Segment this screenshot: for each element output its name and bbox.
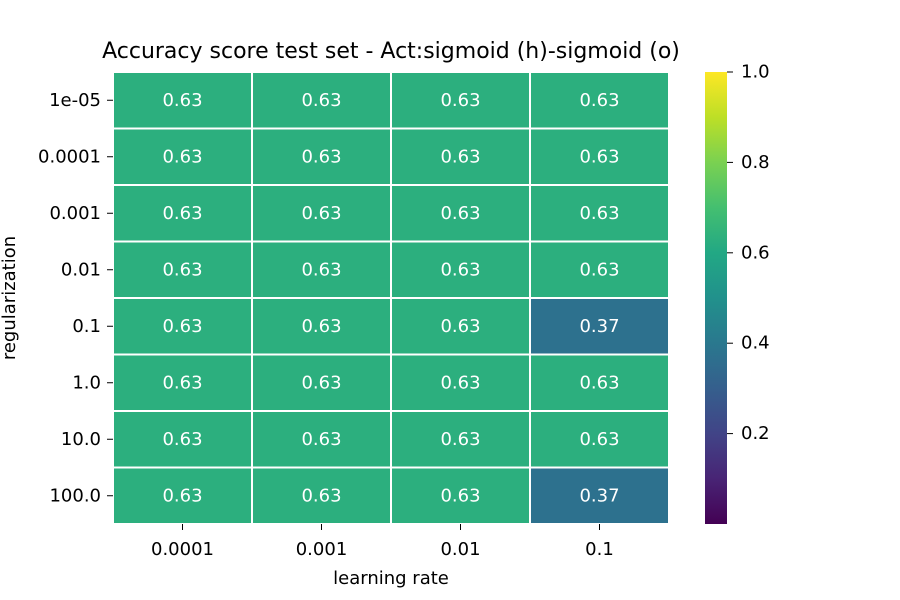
- heatmap-cell: [529, 410, 670, 469]
- cell-value-label: 0.63: [440, 203, 480, 224]
- cell-value-label: 0.63: [301, 485, 341, 506]
- cell-value-label: 0.63: [579, 372, 619, 393]
- cell-value-label: 0.63: [162, 372, 202, 393]
- colorbar-tick-label: 1.0: [741, 62, 770, 83]
- cell-value-label: 0.63: [579, 146, 619, 167]
- heatmap-cell: [112, 353, 253, 412]
- cell-value-label: 0.63: [162, 90, 202, 111]
- cell-value-label: 0.37: [579, 316, 619, 337]
- chart-title: Accuracy score test set - Act:sigmoid (h…: [102, 39, 680, 64]
- y-tick-label: 10.0: [61, 429, 101, 450]
- cell-value-label: 0.63: [162, 316, 202, 337]
- heatmap-cell: [529, 353, 670, 412]
- cell-value-label: 0.63: [579, 259, 619, 280]
- cell-value-label: 0.63: [162, 429, 202, 450]
- colorbar-tick-label: 0.6: [741, 242, 770, 263]
- y-tick-label: 0.001: [49, 203, 101, 224]
- cell-value-label: 0.63: [440, 90, 480, 111]
- colorbar: 0.2 0.4 0.6 0.8 1.0: [705, 62, 770, 524]
- cell-value-label: 0.37: [579, 485, 619, 506]
- cell-value-label: 0.63: [162, 259, 202, 280]
- colorbar-tick-label: 0.8: [741, 152, 770, 173]
- heatmap-cell: [251, 353, 392, 412]
- heatmap-cell: [390, 410, 531, 469]
- x-axis-label: learning rate: [333, 568, 449, 589]
- heatmap-cell: [251, 240, 392, 299]
- y-axis-label: regularization: [0, 236, 20, 360]
- heatmap-cell: [529, 297, 670, 356]
- colorbar-tick-label: 0.4: [741, 333, 770, 354]
- y-tick-label: 0.0001: [38, 146, 101, 167]
- heatmap-cells: 0.63 0.63 0.63 0.63 0.63 0.63 0.63 0.63 0.63 0.63…: [112, 71, 670, 525]
- heatmap-cell: [251, 71, 392, 130]
- cell-value-label: 0.63: [301, 203, 341, 224]
- cell-value-label: 0.63: [440, 372, 480, 393]
- heatmap-cell: [251, 297, 392, 356]
- cell-value-label: 0.63: [301, 429, 341, 450]
- cell-value-label: 0.63: [440, 146, 480, 167]
- cell-value-label: 0.63: [440, 259, 480, 280]
- colorbar-ticks: 0.2 0.4 0.6 0.8 1.0: [727, 62, 770, 444]
- cell-value-label: 0.63: [440, 316, 480, 337]
- cell-value-label: 0.63: [301, 372, 341, 393]
- heatmap-cell: [529, 71, 670, 130]
- heatmap-cell: [390, 353, 531, 412]
- y-tick-label: 0.1: [72, 316, 101, 337]
- x-axis-ticks: 0.0001 0.001 0.01 0.1: [151, 524, 614, 560]
- cell-value-label: 0.63: [301, 259, 341, 280]
- x-tick-label: 0.0001: [151, 539, 214, 560]
- heatmap-cell: [251, 184, 392, 243]
- y-tick-label: 100.0: [49, 485, 101, 506]
- cell-value-label: 0.63: [579, 90, 619, 111]
- y-tick-label: 0.01: [61, 259, 101, 280]
- colorbar-tick-label: 0.2: [741, 423, 770, 444]
- heatmap-cell: [390, 297, 531, 356]
- cell-value-label: 0.63: [579, 429, 619, 450]
- cell-value-label: 0.63: [301, 146, 341, 167]
- heatmap-cell: [529, 240, 670, 299]
- colorbar-gradient: [705, 72, 727, 524]
- cell-value-label: 0.63: [579, 203, 619, 224]
- heatmap-cell: [529, 127, 670, 186]
- y-tick-label: 1.0: [72, 372, 101, 393]
- cell-value-label: 0.63: [301, 316, 341, 337]
- heatmap-cell: [529, 184, 670, 243]
- cell-value-label: 0.63: [440, 429, 480, 450]
- heatmap-cell: [390, 466, 531, 525]
- y-axis-ticks: 1e-05 0.0001 0.001 0.01 0.1 1.0 10.0 100.0: [38, 90, 113, 506]
- cell-value-label: 0.63: [301, 90, 341, 111]
- cell-value-label: 0.63: [162, 203, 202, 224]
- x-tick-label: 0.1: [585, 539, 614, 560]
- x-tick-label: 0.01: [440, 539, 480, 560]
- x-tick-label: 0.001: [296, 539, 348, 560]
- heatmap-cell: [112, 466, 253, 525]
- y-tick-label: 1e-05: [49, 90, 101, 111]
- heatmap-cell: [251, 127, 392, 186]
- cell-value-label: 0.63: [162, 485, 202, 506]
- cell-value-label: 0.63: [440, 485, 480, 506]
- cell-value-label: 0.63: [162, 146, 202, 167]
